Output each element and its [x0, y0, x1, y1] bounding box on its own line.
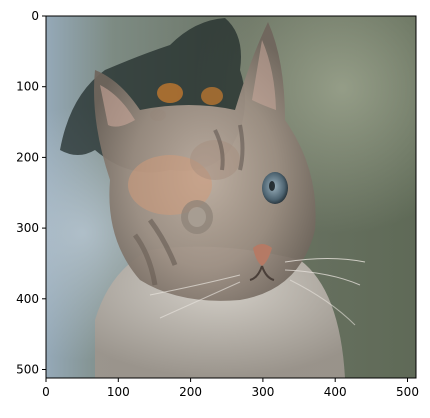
- x-tick-label: 0: [42, 385, 50, 399]
- y-tick-label: 500: [16, 363, 39, 377]
- x-tick-label: 300: [251, 385, 274, 399]
- x-tick-label: 400: [324, 385, 347, 399]
- y-axis: 0 100 200 300 400 500: [16, 9, 46, 377]
- y-tick-label: 100: [16, 80, 39, 94]
- cat-dog-blend-image: [46, 16, 416, 378]
- y-tick-label: 300: [16, 221, 39, 235]
- x-tick-label: 500: [396, 385, 419, 399]
- x-tick-label: 200: [179, 385, 202, 399]
- x-axis: 0 100 200 300 400 500: [42, 378, 419, 399]
- y-tick-label: 0: [31, 9, 39, 23]
- y-tick-label: 400: [16, 292, 39, 306]
- y-tick-label: 200: [16, 150, 39, 164]
- x-tick-label: 100: [107, 385, 130, 399]
- axes-frame: [45, 15, 417, 379]
